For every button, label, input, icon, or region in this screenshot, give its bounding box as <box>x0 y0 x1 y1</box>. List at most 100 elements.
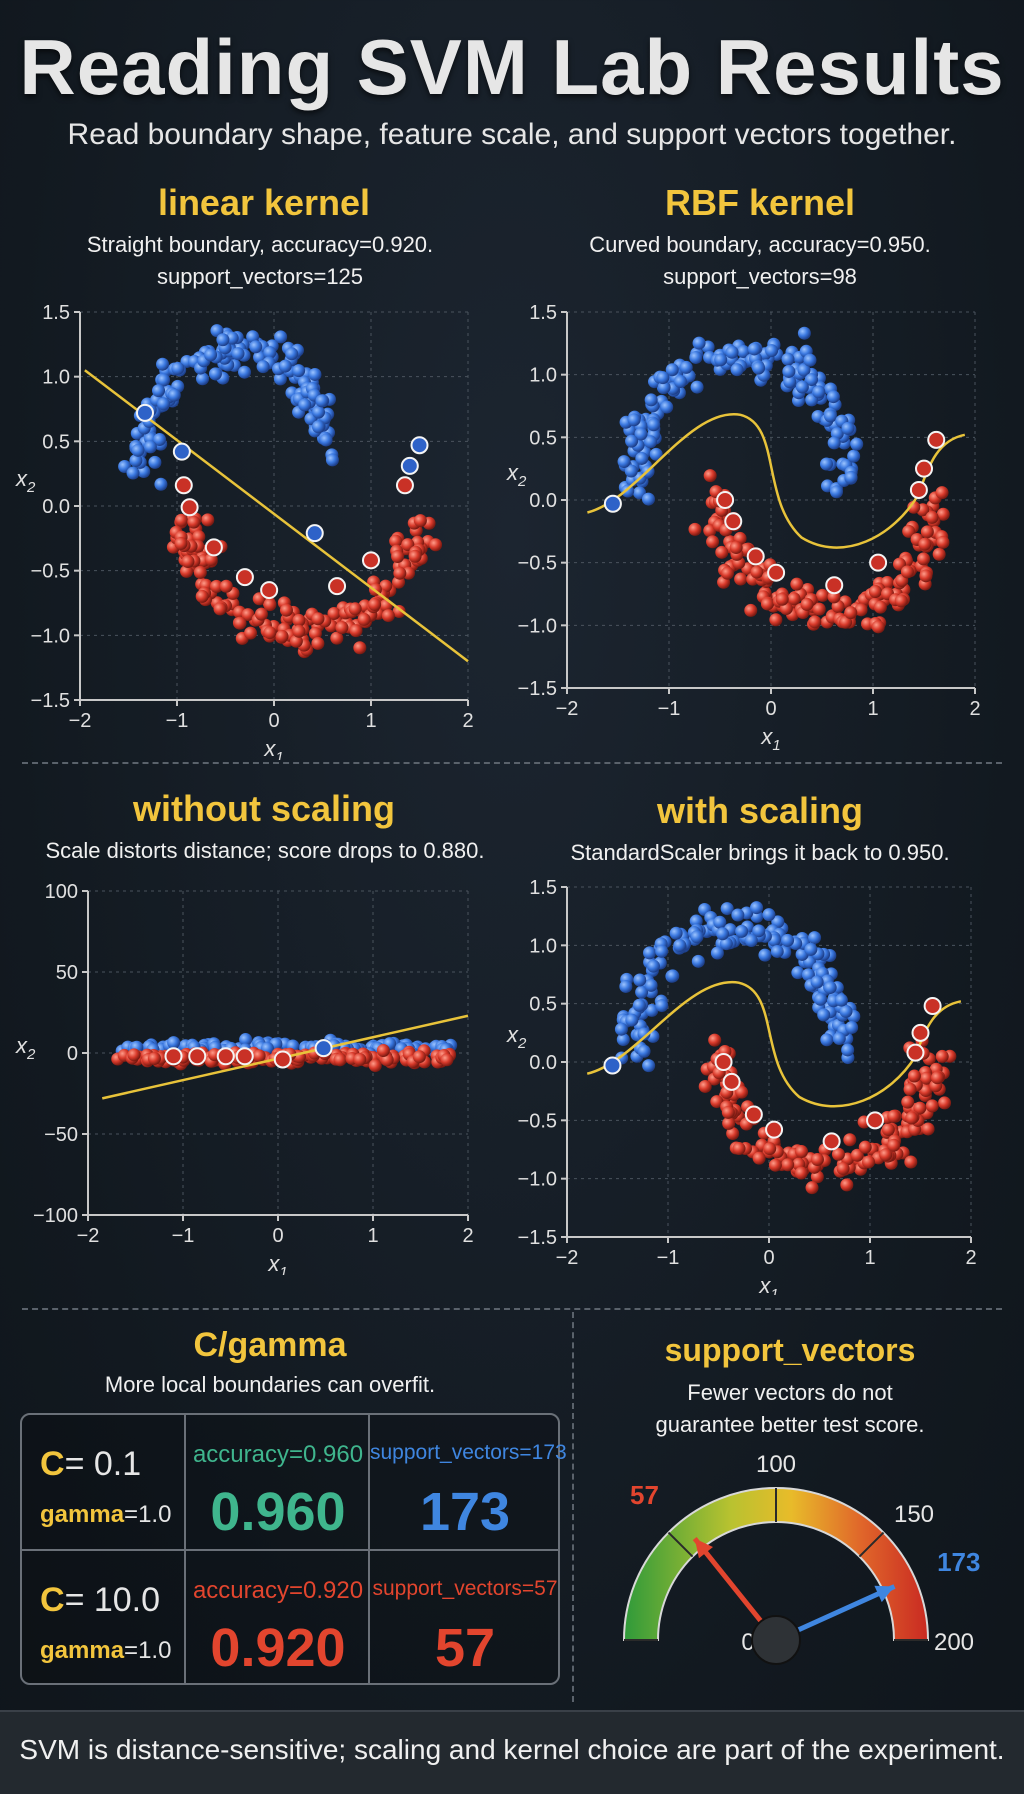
support-vector <box>724 512 743 531</box>
support-vector <box>869 553 888 572</box>
support-vector <box>825 576 844 595</box>
gauge-hub <box>751 1615 801 1665</box>
cgamma-caption: More local boundaries can overfit. <box>104 1372 436 1397</box>
red-point <box>698 1079 712 1093</box>
support-vector <box>746 547 765 566</box>
data-points <box>118 324 443 659</box>
blue-point <box>657 380 671 394</box>
support-vector <box>714 1053 733 1071</box>
blue-point <box>308 367 322 381</box>
red-point <box>720 566 734 580</box>
support-vector <box>174 476 193 495</box>
blue-point <box>841 1043 855 1057</box>
red-point <box>195 589 209 603</box>
support-vector <box>164 1047 183 1066</box>
blue-point <box>716 927 730 941</box>
gamma-label: gamma <box>40 1501 125 1528</box>
blue-point <box>782 364 796 378</box>
cgamma-title: C/gamma <box>193 1326 347 1364</box>
c-number: = 10.0 <box>64 1581 161 1619</box>
blue-point <box>820 1033 834 1047</box>
gauge-needle-label: 173 <box>937 1547 980 1577</box>
red-point <box>174 513 188 527</box>
blue-point <box>246 330 260 344</box>
x-tick-label: 1 <box>864 1247 875 1269</box>
red-point <box>752 1151 766 1165</box>
blue-point <box>167 1036 181 1050</box>
red-point <box>812 602 826 616</box>
blue-point <box>689 914 703 928</box>
red-point <box>413 514 427 528</box>
y-tick-label: 1.5 <box>529 877 557 899</box>
red-point <box>368 1059 382 1073</box>
y-tick-label: −0.5 <box>31 561 70 583</box>
blue-point <box>735 924 749 938</box>
x-tick-label: 2 <box>965 1247 976 1269</box>
accuracy-value: 0.960 <box>210 1482 346 1542</box>
blue-point <box>783 375 797 389</box>
blue-point <box>129 454 143 468</box>
gauge-tick <box>667 1531 694 1558</box>
red-point <box>871 620 885 634</box>
blue-point <box>847 449 861 463</box>
section-divider-vertical <box>572 1312 574 1702</box>
blue-point <box>690 380 704 394</box>
x-axis-label: x1 <box>760 724 780 754</box>
red-point <box>193 565 207 579</box>
red-point <box>930 1071 944 1085</box>
support-vector <box>716 491 735 509</box>
red-point <box>840 1178 854 1192</box>
c-value: C= 0.1 <box>40 1445 141 1484</box>
support-vectors-gauge: 0 100 150 200 57 173 <box>622 1451 980 1665</box>
blue-point <box>725 345 739 359</box>
blue-point <box>278 359 292 373</box>
blue-point <box>758 948 772 962</box>
panel-caption-linear-2: support_vectors=125 <box>156 264 364 289</box>
red-point <box>854 603 868 617</box>
blue-point <box>720 902 734 916</box>
blue-point <box>312 405 326 419</box>
support-vector <box>188 1047 207 1066</box>
x-tick-label: 0 <box>268 710 279 732</box>
support-vector <box>603 1056 622 1075</box>
gauge-caption-2: guarantee better test score. <box>655 1412 925 1437</box>
blue-point <box>804 942 818 956</box>
chart-linear-kernel: −2 −1 0 1 2 −1.5 −1.0 −0.5 0.0 0.5 1.0 1.5 x1 x2 <box>15 302 474 760</box>
gamma-value: gamma=1.0 <box>40 1637 171 1665</box>
x-axis-label: x1 <box>263 736 283 760</box>
blue-point <box>666 969 680 983</box>
panel-title-scaled: with scaling <box>656 790 864 831</box>
red-point <box>744 603 758 617</box>
red-point <box>887 1109 901 1123</box>
panel-title-rbf: RBF kernel <box>664 182 856 223</box>
blue-point <box>643 946 657 960</box>
red-point <box>862 1155 876 1169</box>
y-tick-label: −1.0 <box>518 1169 557 1191</box>
support-vector <box>923 997 942 1015</box>
red-point <box>919 1084 933 1098</box>
support-vector <box>273 1050 292 1069</box>
support-vector <box>305 524 324 543</box>
x-tick-label: 2 <box>462 710 473 732</box>
section-divider-2 <box>22 1308 1002 1310</box>
x-tick-label: 1 <box>367 1225 378 1247</box>
red-point <box>938 1096 952 1110</box>
red-point <box>335 621 349 635</box>
blue-point <box>691 954 705 968</box>
blue-point <box>752 361 766 375</box>
red-point <box>279 603 293 617</box>
blue-point <box>829 485 843 499</box>
chart-rbf-kernel: −2 −1 0 1 2 −1.5 −1.0 −0.5 0.0 0.5 1.0 1.5 x1 x2 <box>506 302 981 754</box>
blue-point <box>823 409 837 423</box>
red-point <box>900 565 914 579</box>
panel-caption-rbf-2: support_vectors=98 <box>663 264 857 289</box>
red-point <box>907 1069 921 1083</box>
blue-point <box>803 353 817 367</box>
blue-point <box>285 347 299 361</box>
red-point <box>734 572 748 586</box>
page-title: Reading SVM Lab Results <box>19 23 1005 111</box>
gamma-value: gamma=1.0 <box>40 1501 171 1529</box>
y-axis-label: x2 <box>15 466 36 496</box>
red-point <box>795 1145 809 1159</box>
support-vector <box>911 1023 930 1042</box>
